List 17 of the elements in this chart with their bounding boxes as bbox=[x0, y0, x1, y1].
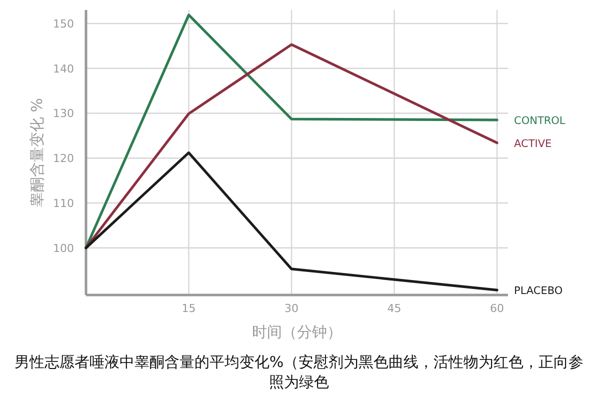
y-tick-label: 100 bbox=[53, 242, 74, 255]
series-label: ACTIVE bbox=[514, 138, 552, 150]
y-tick-label: 110 bbox=[53, 196, 74, 210]
x-tick-label: 60 bbox=[490, 302, 504, 315]
x-tick-label: 45 bbox=[387, 302, 402, 315]
x-tick-label: 30 bbox=[284, 302, 299, 315]
series-label: CONTROL bbox=[514, 114, 566, 127]
text: 男性志愿者唾液中睾酮含量的平均变化%（安慰剂为黑色曲线，活性物为红色，正向参照为绿色 bbox=[13, 352, 585, 392]
series-label: PLACEBO bbox=[514, 285, 563, 298]
y-tick-label: 120 bbox=[53, 152, 74, 166]
y-tick-label: 150 bbox=[53, 17, 74, 30]
y-axis-title: 睾酮含量变化 % bbox=[28, 98, 46, 208]
x-axis-title: 时间（分钟） bbox=[252, 323, 342, 341]
y-tick-label: 140 bbox=[53, 62, 74, 76]
y-tick-label: 130 bbox=[53, 107, 74, 120]
line-series bbox=[84, 151, 498, 292]
x-tick-label: 15 bbox=[182, 302, 196, 315]
